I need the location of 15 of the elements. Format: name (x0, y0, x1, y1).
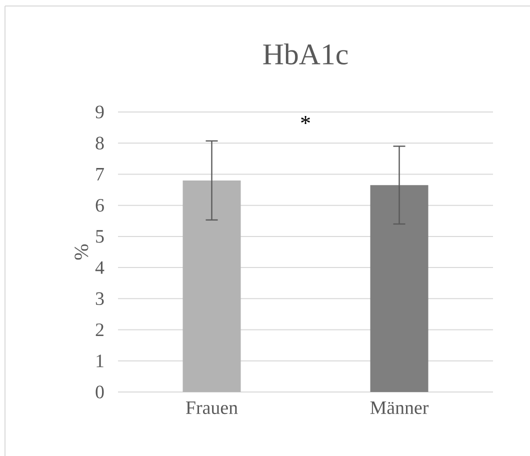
annotation: * (301, 116, 310, 124)
y-tick-label: 4 (95, 261, 104, 274)
y-tick-label: 8 (96, 136, 104, 150)
x-tick-label: Frauen (186, 402, 238, 414)
y-tick-label: 3 (96, 292, 104, 306)
y-tick-label: 0 (96, 386, 104, 398)
y-tick-label: 7 (96, 168, 104, 180)
x-tick-label: Männer (370, 402, 429, 414)
y-tick-label: 5 (96, 230, 104, 243)
y-axis-title: % (74, 244, 88, 260)
y-tick-label: 1 (96, 354, 104, 368)
y-tick-label: 2 (96, 324, 104, 336)
y-tick-label: 9 (96, 106, 104, 118)
chart-title: HbA1c (263, 43, 348, 65)
y-tick-label: 6 (96, 198, 104, 212)
